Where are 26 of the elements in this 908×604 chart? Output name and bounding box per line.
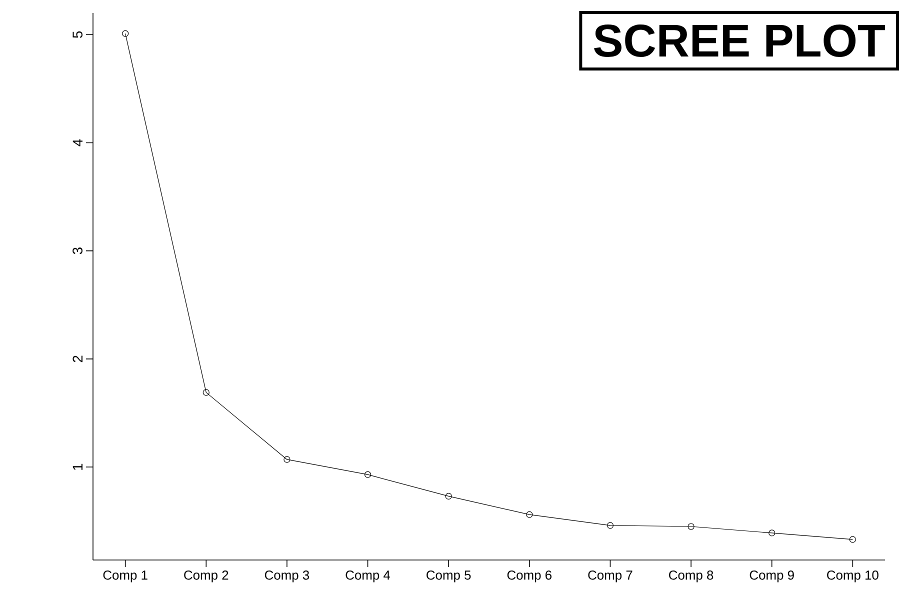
x-tick-label: Comp 8 [669,570,714,582]
x-tick-label: Comp 1 [103,570,148,582]
y-tick-label: 4 [72,139,82,146]
point [768,530,776,536]
x-tick-label: Comp 5 [426,570,471,582]
y-tick-label: 1 [72,464,82,470]
y-tick-label: 2 [72,356,82,362]
point [202,389,210,396]
point [849,536,856,543]
y-tick-label: 3 [72,248,82,254]
chart-title: SCREE PLOT [594,24,885,57]
point [445,492,452,500]
point [284,456,290,463]
x-tick-label: Comp 7 [588,570,632,582]
x-tick-label: Comp 3 [264,570,310,582]
x-tick-label: Comp 9 [750,570,794,582]
point [122,30,129,37]
point [688,523,694,530]
x-tick-label: Comp 4 [346,570,390,582]
point [364,471,372,478]
x-tick-label: Comp 6 [507,570,552,582]
x-tick-label: Comp 2 [184,570,228,582]
point [606,522,614,529]
y-tick-label: 5 [72,31,82,38]
x-tick-label: Comp 10 [827,570,878,582]
point [526,511,533,518]
